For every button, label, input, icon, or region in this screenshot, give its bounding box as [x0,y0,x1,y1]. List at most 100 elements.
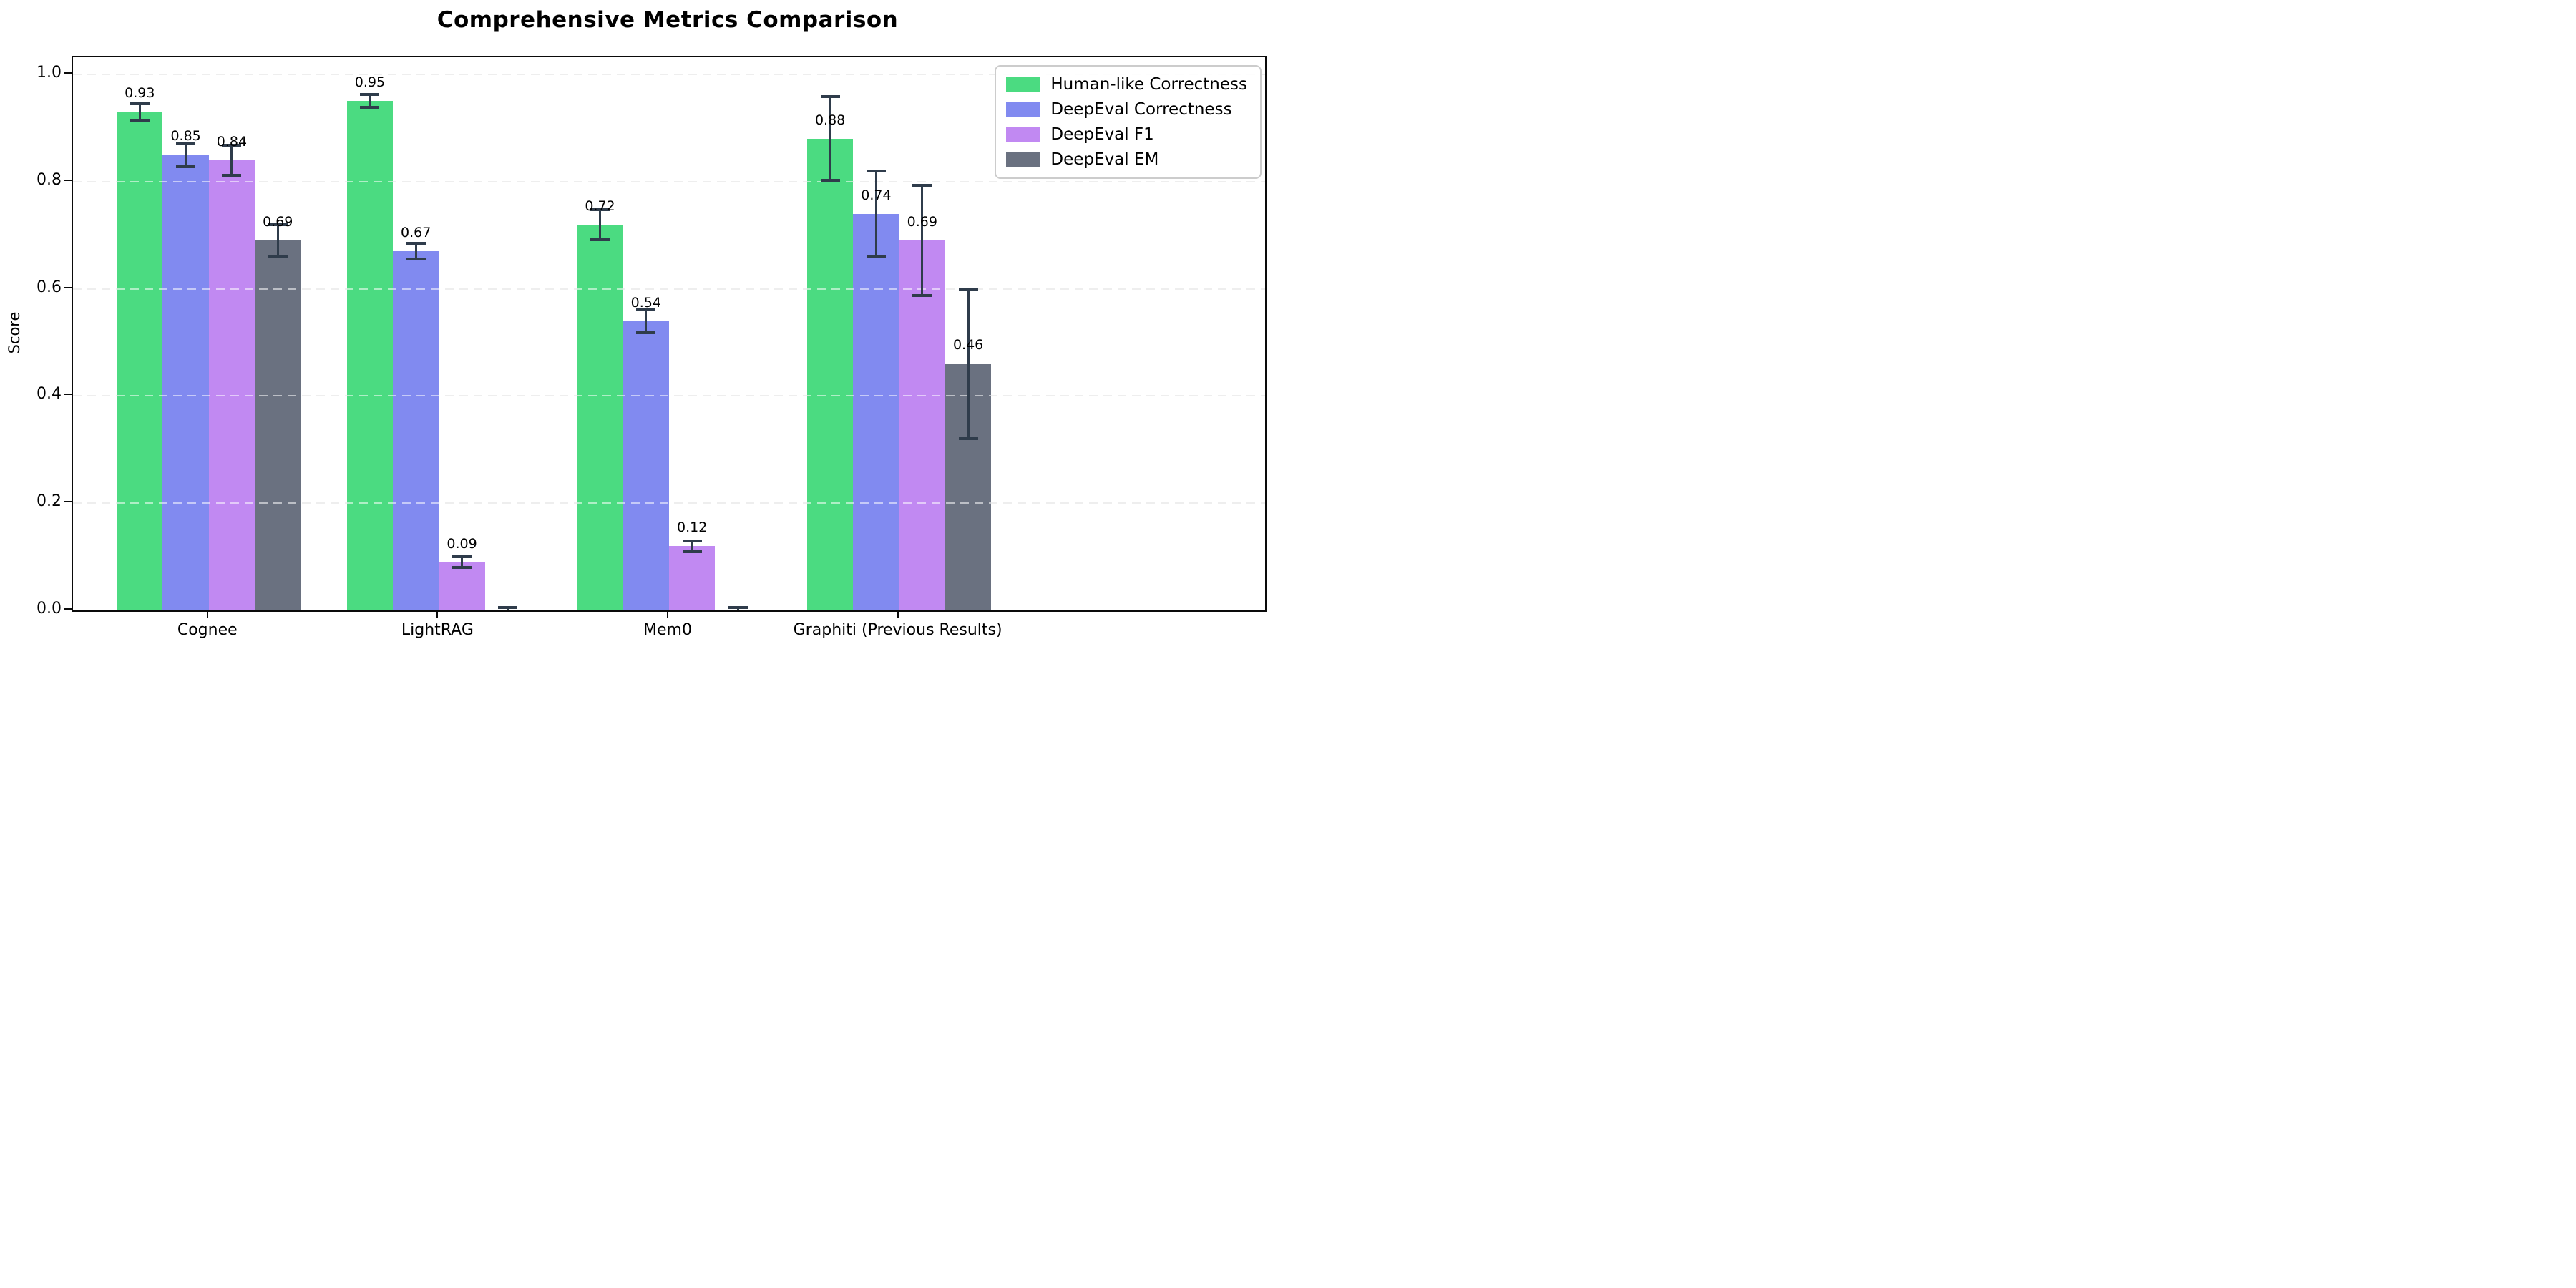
error-bar-cap-bottom [958,437,978,441]
x-tick-label: Cognee [177,621,238,639]
bar-value-label: 0.67 [401,225,431,241]
bar-value-label: 0.09 [447,535,477,552]
bar [255,240,301,610]
legend-label: DeepEval F1 [1050,125,1154,144]
error-bar [230,145,233,175]
bar-value-label: 0.95 [354,74,386,91]
error-bar-cap-bottom [820,179,840,182]
error-bar [921,185,924,296]
error-bar [138,104,141,120]
error-bar-cap-top [682,539,702,542]
error-bar-cap-top [452,555,472,559]
error-bar-cap-bottom [176,165,196,168]
bar-value-label: 0.74 [861,187,892,203]
figure: Comprehensive Metrics Comparison Score 0… [0,0,1288,644]
y-tick-mark [64,179,72,181]
x-tick-label: Graphiti (Previous Results) [793,621,1002,639]
error-bar [461,557,464,568]
bar [208,160,255,610]
bar-value-label: 0.12 [677,519,708,536]
error-bar-cap-bottom [866,255,886,258]
error-bar-cap-top [866,169,886,172]
bar-value-label: 0.46 [952,337,984,353]
bar [669,546,716,610]
gridline-overlay [73,180,1265,182]
legend-item: Human-like Correctness [1006,75,1247,94]
error-bar-cap-top [820,95,840,99]
legend-label: DeepEval Correctness [1050,100,1232,119]
bar [346,101,394,610]
bar-value-label: 0.84 [216,133,248,150]
error-bar [645,309,648,333]
error-bar-cap-bottom [406,258,426,261]
error-bar-cap-top [636,308,656,311]
y-tick-mark [64,286,72,288]
error-bar-cap-top [498,606,518,610]
legend-swatch [1006,102,1040,117]
error-bar-cap-top [268,223,288,226]
bar-value-label: 0.88 [814,112,846,128]
y-tick-mark [64,608,72,610]
y-tick-mark [64,72,72,74]
legend-swatch [1006,152,1040,167]
plot-area: 0.93 0.95 0.72 0.88 0.85 0.67 0.54 0.74 0.84 0.09… [72,56,1267,612]
legend-item: DeepEval Correctness [1006,100,1247,119]
legend-swatch [1006,77,1040,92]
error-bar-cap-bottom [636,331,656,334]
error-bar-cap-bottom [452,566,472,570]
gridline-overlay [73,502,1265,504]
error-bar-cap-bottom [268,255,288,258]
bar [623,321,669,610]
y-tick-label: 0.4 [36,385,62,404]
error-bar [691,540,693,552]
error-bar-cap-top [130,102,150,106]
error-bar [967,288,970,439]
error-bar-cap-top [912,184,932,187]
error-bar-cap-bottom [360,106,380,109]
y-tick-label: 0.2 [36,492,62,511]
gridline-overlay [73,395,1265,397]
y-tick-label: 0.0 [36,600,62,618]
bar-value-label: 0.72 [585,197,615,214]
bar [853,213,899,610]
legend-swatch [1006,127,1040,142]
error-bar-cap-bottom [590,238,610,241]
legend: Human-like Correctness DeepEval Correctne… [995,65,1262,179]
x-tick-label: LightRAG [401,621,474,639]
error-bar-cap-top [958,287,978,291]
y-tick-label: 0.6 [36,278,62,296]
bar [806,138,854,610]
gridline-overlay [73,73,1265,75]
x-tick-mark [897,610,899,618]
error-bar-cap-bottom [682,550,702,553]
error-bar [829,97,831,181]
error-bar-cap-top [728,606,748,610]
bar-value-label: 0.69 [907,214,937,230]
bar-value-label: 0.93 [125,85,155,102]
error-bar-cap-bottom [912,294,932,298]
error-bar-cap-top [222,143,242,147]
x-tick-label: Mem0 [643,621,692,639]
y-tick-mark [64,394,72,396]
gridline-overlay [73,288,1265,290]
bar-value-label: 0.85 [170,128,201,145]
bar-value-label: 0.54 [630,294,661,311]
legend-item: DeepEval F1 [1006,125,1247,144]
error-bar-cap-bottom [130,118,150,122]
error-bar [185,142,187,167]
bar [162,155,209,610]
chart-title: Comprehensive Metrics Comparison [436,7,899,33]
error-bar [599,209,601,240]
error-bar-cap-top [406,241,426,245]
y-tick-label: 1.0 [36,63,62,82]
y-tick-mark [64,501,72,503]
x-tick-mark [436,610,439,618]
legend-label: DeepEval EM [1050,150,1159,169]
legend-label: Human-like Correctness [1050,75,1247,94]
error-bar [874,170,877,257]
error-bar [414,243,417,260]
bar [439,562,485,610]
error-bar-cap-top [360,93,380,97]
bar [899,240,945,610]
bar [393,251,439,610]
